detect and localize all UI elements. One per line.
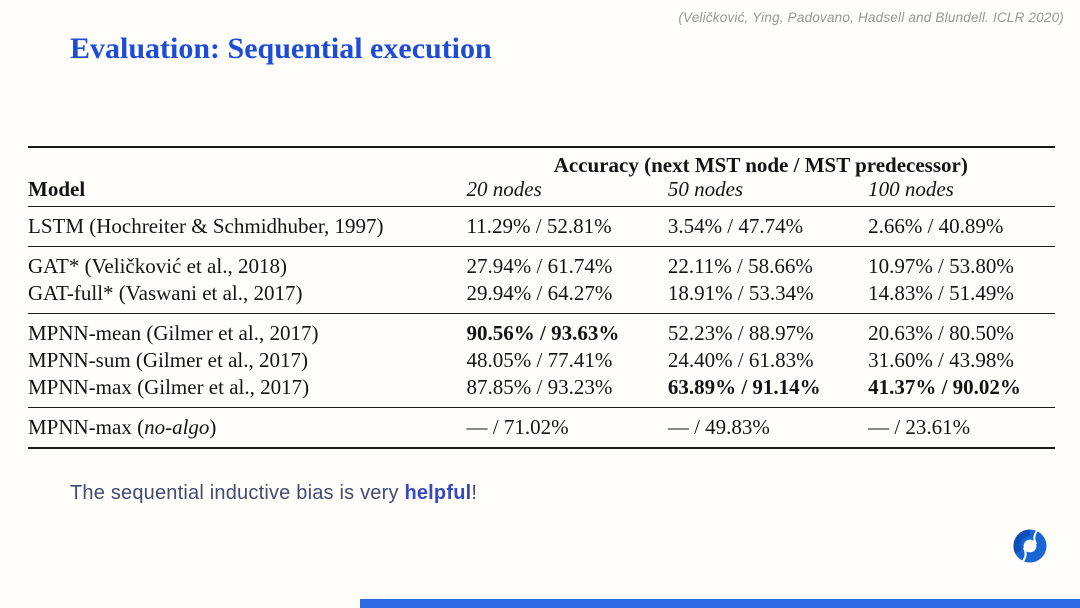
- value-cell: 63.89% / 91.14%: [667, 375, 821, 399]
- model-cell: MPNN-mean (Gilmer et al., 2017): [28, 321, 319, 345]
- table-row: MPNN-max (Gilmer et al., 2017) 87.85% / 9…: [28, 374, 1055, 408]
- value-cell: 10.97% / 53.80%: [868, 254, 1014, 278]
- citation: (Veličković, Ying, Padovano, Hadsell and…: [678, 10, 1064, 25]
- table-row-group: MPNN-mean (Gilmer et al., 2017) 90.56% / …: [28, 314, 1055, 408]
- table-row: GAT* (Veličković et al., 2018) 27.94% / 6…: [28, 247, 1055, 281]
- table-subheader-row: Model 20 nodes 50 nodes 100 nodes: [28, 177, 1055, 207]
- value-cell: 87.85% / 93.23%: [466, 375, 613, 399]
- table-row-group: LSTM (Hochreiter & Schmidhuber, 1997) 11.…: [28, 207, 1055, 247]
- model-cell: GAT-full* (Vaswani et al., 2017): [28, 281, 303, 305]
- value-cell: 48.05% / 77.41%: [466, 348, 613, 372]
- value-cell: 14.83% / 51.49%: [868, 281, 1014, 305]
- value-cell: — / 71.02%: [466, 415, 569, 439]
- model-cell: MPNN-sum (Gilmer et al., 2017): [28, 348, 308, 372]
- table-row-group: GAT* (Veličković et al., 2018) 27.94% / 6…: [28, 247, 1055, 314]
- model-cell: MPNN-max (Gilmer et al., 2017): [28, 375, 310, 399]
- subheader-20-nodes: 20 nodes: [466, 177, 542, 201]
- takeaway-note-punctuation: !: [471, 482, 478, 504]
- deepmind-logo-icon: [1007, 523, 1053, 569]
- value-cell: 31.60% / 43.98%: [868, 348, 1014, 372]
- table-span-header-row: Accuracy (next MST node / MST predecesso…: [28, 147, 1055, 177]
- model-header-spacer: [28, 147, 467, 177]
- model-column-header: Model: [28, 177, 86, 201]
- takeaway-note: The sequential inductive bias is very he…: [70, 482, 477, 505]
- value-cell: 22.11% / 58.66%: [667, 254, 813, 278]
- takeaway-note-text: The sequential inductive bias is very: [70, 482, 405, 504]
- table-row: MPNN-sum (Gilmer et al., 2017) 48.05% / 7…: [28, 347, 1055, 374]
- value-cell: — / 49.83%: [667, 415, 770, 439]
- value-cell: 20.63% / 80.50%: [868, 321, 1014, 345]
- value-cell: 52.23% / 88.97%: [667, 321, 814, 345]
- value-cell: 3.54% / 47.74%: [667, 214, 804, 238]
- footer-bar: [360, 599, 1080, 608]
- table-header: Accuracy (next MST node / MST predecesso…: [28, 147, 1055, 207]
- page-title: Evaluation: Sequential execution: [70, 32, 492, 65]
- value-cell: 41.37% / 90.02%: [868, 375, 1021, 399]
- table-row: GAT-full* (Vaswani et al., 2017) 29.94% /…: [28, 280, 1055, 314]
- value-cell: 24.40% / 61.83%: [667, 348, 814, 372]
- table-row: MPNN-max (no-algo) — / 71.02% — / 49.83% — …: [28, 408, 1055, 449]
- value-cell: 27.94% / 61.74%: [466, 254, 613, 278]
- results-table: Accuracy (next MST node / MST predecesso…: [28, 146, 1055, 449]
- model-cell: LSTM (Hochreiter & Schmidhuber, 1997): [28, 214, 384, 238]
- value-cell: — / 23.61%: [868, 415, 971, 439]
- results-table-grid: Accuracy (next MST node / MST predecesso…: [28, 146, 1055, 449]
- value-cell: 90.56% / 93.63%: [466, 321, 620, 345]
- accuracy-span-header: Accuracy (next MST node / MST predecesso…: [553, 153, 968, 177]
- table-row: MPNN-mean (Gilmer et al., 2017) 90.56% / …: [28, 314, 1055, 348]
- subheader-100-nodes: 100 nodes: [868, 177, 954, 201]
- value-cell: 18.91% / 53.34%: [667, 281, 814, 305]
- subheader-50-nodes: 50 nodes: [667, 177, 744, 201]
- value-cell: 2.66% / 40.89%: [868, 214, 1004, 238]
- table-row-group: MPNN-max (no-algo) — / 71.02% — / 49.83% — …: [28, 408, 1055, 449]
- model-cell: GAT* (Veličković et al., 2018): [28, 254, 287, 278]
- table-row: LSTM (Hochreiter & Schmidhuber, 1997) 11.…: [28, 207, 1055, 247]
- value-cell: 29.94% / 64.27%: [466, 281, 613, 305]
- value-cell: 11.29% / 52.81%: [466, 214, 612, 238]
- model-cell: MPNN-max (no-algo): [28, 415, 217, 439]
- takeaway-note-emphasis: helpful: [404, 482, 472, 504]
